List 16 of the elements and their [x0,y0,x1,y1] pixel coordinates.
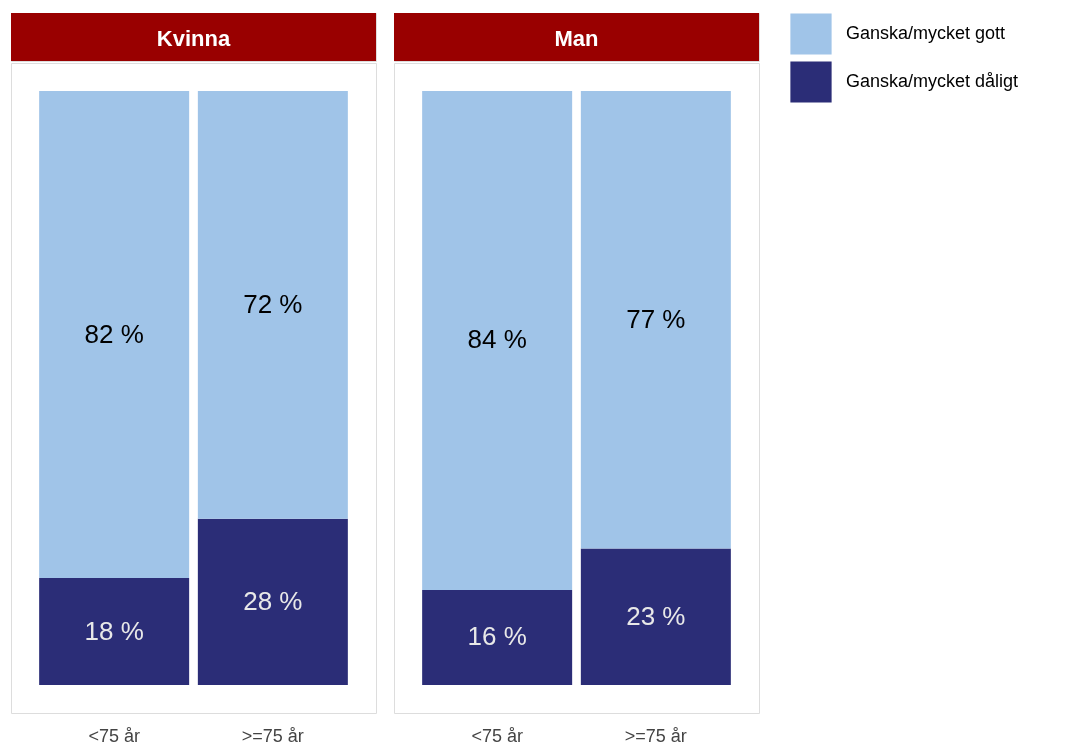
data-label: 82 % [84,318,144,349]
x-tick-label: >=75 år [241,725,304,746]
data-label: 23 % [626,600,686,631]
x-tick-label: <75 år [88,725,140,746]
data-label: 84 % [467,324,527,355]
x-tick-label: <75 år [471,725,523,746]
data-label: 18 % [84,615,144,646]
legend-label: Ganska/mycket gott [846,23,1006,43]
legend-label: Ganska/mycket dåligt [846,71,1019,91]
data-label: 72 % [243,288,303,319]
data-label: 77 % [626,303,686,334]
chart-title: Kvinna [156,26,231,51]
data-label: 16 % [467,621,527,652]
chart-title: Man [554,26,599,51]
x-tick-label: >=75 år [624,725,687,746]
data-label: 28 % [243,585,303,616]
